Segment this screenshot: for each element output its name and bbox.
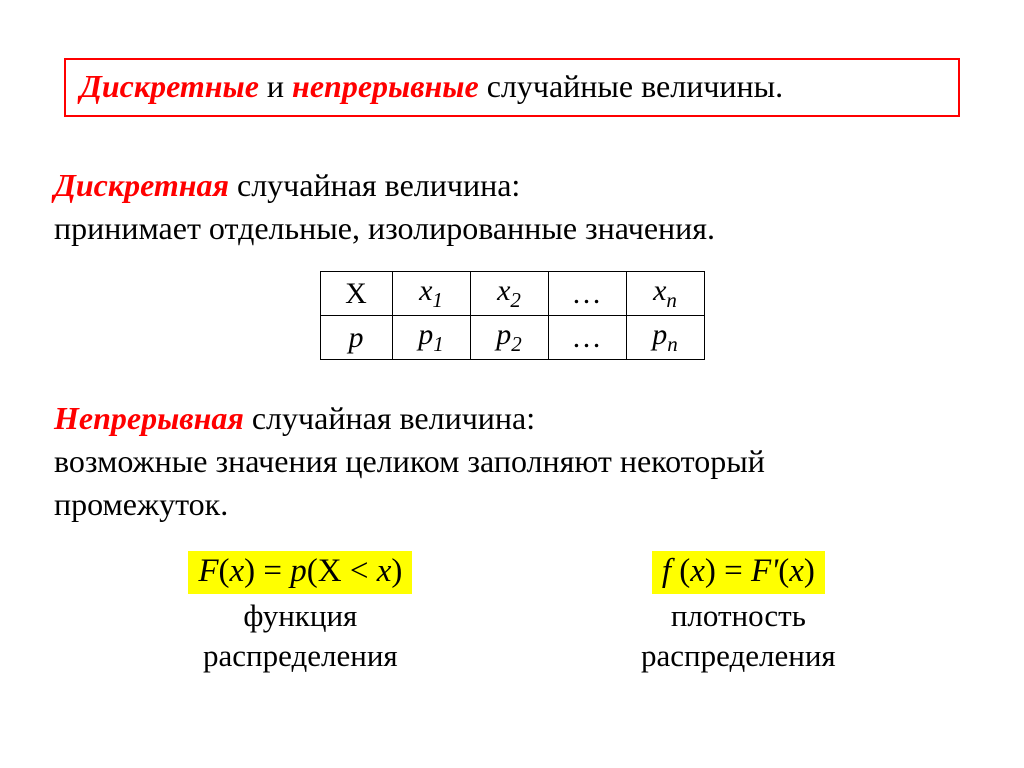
math-symbol: = (716, 553, 751, 589)
var: x (419, 274, 432, 307)
continuous-rest-1: случайная величина: (244, 400, 535, 436)
formula-cdf-label-1: функция (188, 598, 412, 634)
formula-pdf-label-1: плотность (641, 598, 836, 634)
table-cell-ellipsis: … (548, 272, 626, 316)
table-row: p p1 p2 … pn (320, 316, 704, 360)
formula-pdf-expr: f (x) = F'(x) (652, 551, 825, 594)
title-part-2: и (259, 68, 292, 104)
discrete-lead: Дискретная (54, 167, 229, 203)
math-symbol: ) (391, 553, 402, 589)
math-symbol: x (229, 553, 244, 589)
table-cell-header-x: Х (320, 272, 392, 316)
formula-pdf: f (x) = F'(x) плотность распределения (641, 551, 836, 674)
formula-cdf: F(x) = p(X < x) функция распределения (188, 551, 412, 674)
table-cell: p1 (392, 316, 470, 360)
discrete-line-2: принимает отдельные, изолированные значе… (54, 210, 980, 247)
math-symbol: ) (705, 553, 716, 589)
title-part-1: Дискретные (80, 68, 259, 104)
formula-cdf-expr: F(x) = p(X < x) (188, 551, 412, 594)
math-symbol: p (290, 553, 307, 589)
subscript: 2 (511, 332, 522, 356)
table-cell-header-p: p (320, 316, 392, 360)
section-continuous: Непрерывная случайная величина: возможны… (54, 400, 980, 523)
var: p (652, 318, 667, 351)
math-symbol: ( (778, 553, 789, 589)
formula-cdf-label-2: распределения (188, 638, 412, 674)
math-symbol: ( (307, 553, 318, 589)
table-cell: p2 (470, 316, 548, 360)
subscript: 1 (433, 332, 444, 356)
continuous-lead: Непрерывная (54, 400, 244, 436)
discrete-rest-1: случайная величина: (229, 167, 520, 203)
distribution-table-wrap: Х x1 x2 … xn p p1 p2 … pn (320, 271, 705, 360)
continuous-line-3: промежуток. (54, 486, 980, 523)
distribution-table: Х x1 x2 … xn p p1 p2 … pn (320, 271, 705, 360)
table-cell: pn (626, 316, 704, 360)
title-box: Дискретные и непрерывные случайные велич… (64, 58, 960, 117)
math-symbol: ) (804, 553, 815, 589)
title-part-4: случайные величины. (479, 68, 783, 104)
var: p (418, 318, 433, 351)
table-cell: x1 (392, 272, 470, 316)
subscript: n (667, 332, 678, 356)
math-symbol: ) (244, 553, 255, 589)
formulas-row: F(x) = p(X < x) функция распределения f … (44, 551, 980, 674)
math-symbol: < (342, 553, 377, 589)
table-row: Х x1 x2 … xn (320, 272, 704, 316)
title-part-3: непрерывные (292, 68, 479, 104)
section-discrete: Дискретная случайная величина: принимает… (54, 167, 980, 247)
continuous-line-2: возможные значения целиком заполняют нек… (54, 443, 980, 480)
math-symbol: f (662, 553, 679, 589)
table-cell: x2 (470, 272, 548, 316)
math-symbol: = (255, 553, 290, 589)
math-symbol: X (318, 553, 342, 589)
page: Дискретные и непрерывные случайные велич… (0, 0, 1024, 704)
subscript: 2 (510, 288, 521, 312)
math-symbol: F' (751, 553, 778, 589)
subscript: n (666, 288, 677, 312)
var: x (497, 274, 510, 307)
var: x (653, 274, 666, 307)
math-symbol: x (690, 553, 705, 589)
math-symbol: ( (218, 553, 229, 589)
formula-pdf-label-2: распределения (641, 638, 836, 674)
var: p (496, 318, 511, 351)
table-cell-ellipsis: … (548, 316, 626, 360)
math-symbol: x (377, 553, 392, 589)
math-symbol: x (789, 553, 804, 589)
math-symbol: F (198, 553, 218, 589)
subscript: 1 (432, 288, 443, 312)
table-cell: xn (626, 272, 704, 316)
math-symbol: ( (679, 553, 690, 589)
